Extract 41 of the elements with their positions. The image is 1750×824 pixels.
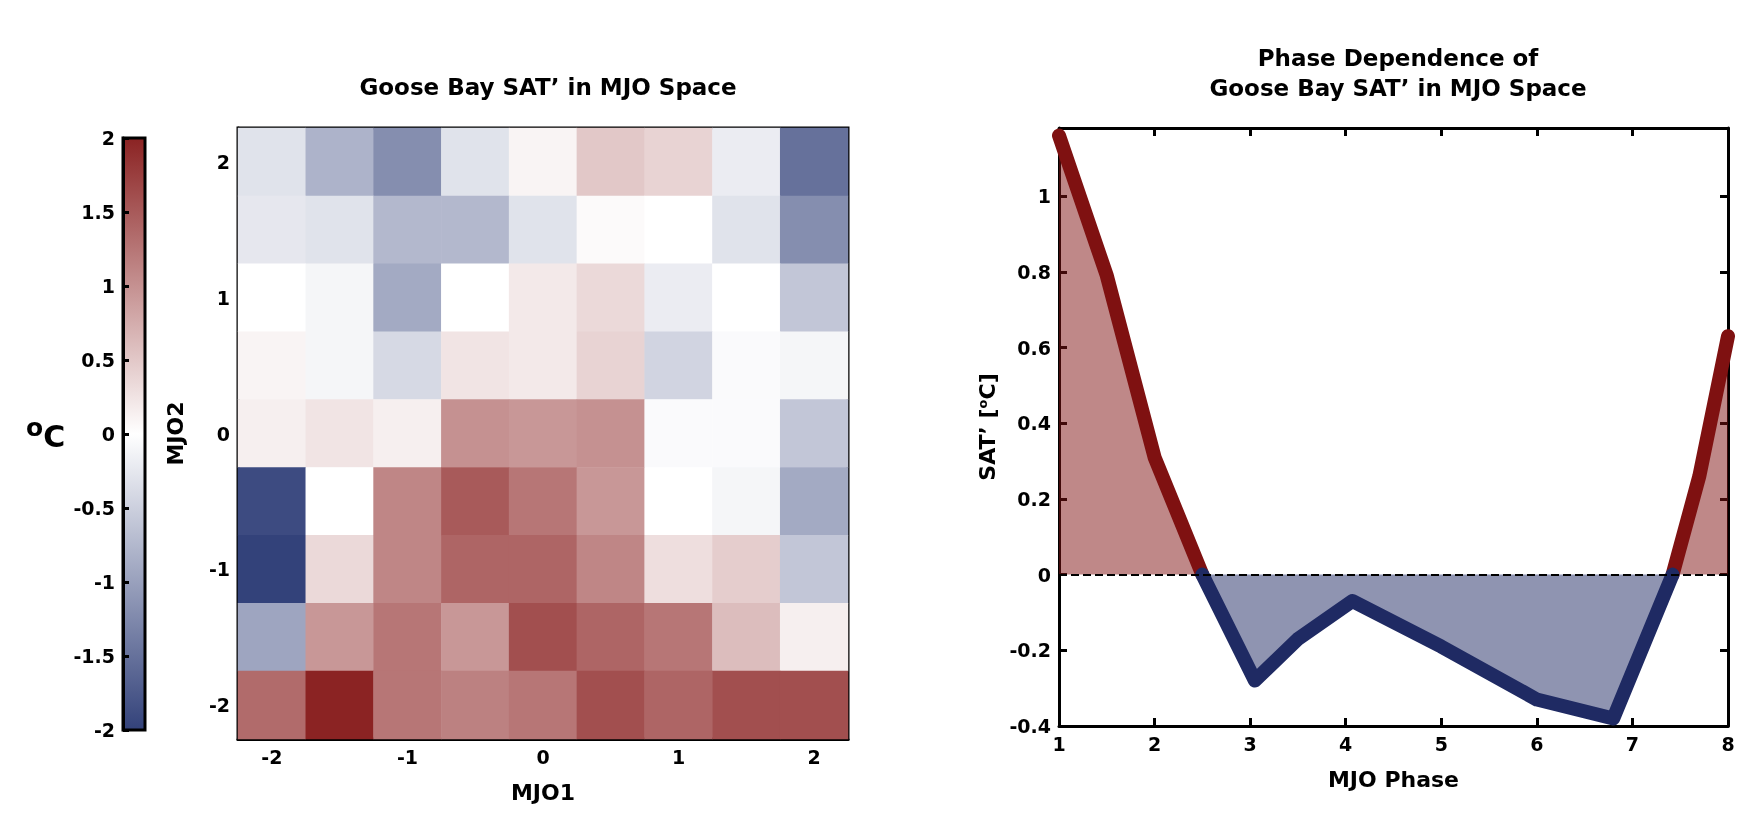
y-tick-label: 0 <box>216 422 230 445</box>
color-bar-label: -1 <box>93 571 115 593</box>
y-tick-label: 1 <box>1037 185 1051 208</box>
x-axis-title: MJO1 <box>510 779 576 805</box>
x-tick-label: 0 <box>536 745 550 768</box>
y-axis-title: MJO2 <box>162 401 188 466</box>
x-tick-label: 5 <box>1434 732 1448 755</box>
y-tick-label: 0 <box>1037 563 1051 586</box>
y-tick-label: -2 <box>208 694 230 717</box>
x-tick-label: 1 <box>1052 732 1066 755</box>
y-tick-label: -0.4 <box>1009 715 1051 737</box>
y-tick-label: 0.4 <box>1017 412 1051 435</box>
y-tick-label: 1 <box>216 286 230 309</box>
chart-title: Goose Bay SAT’ in MJO Space <box>359 73 737 100</box>
x-axis-title: MJO Phase <box>1327 766 1460 792</box>
y-tick-label: -0.2 <box>1009 639 1051 662</box>
x-tick-label: 2 <box>807 745 821 768</box>
color-bar-label: 1 <box>101 275 115 297</box>
color-bar-label: 2 <box>101 127 115 149</box>
x-tick-label: 6 <box>1530 732 1544 755</box>
color-bar-label: -0.5 <box>73 497 115 519</box>
y-tick-label: -1 <box>208 558 230 581</box>
y-tick-label: 0.8 <box>1017 260 1051 283</box>
x-tick-label: 7 <box>1625 732 1640 755</box>
x-tick-label: 4 <box>1339 732 1353 755</box>
chart-title: Phase Dependence of Goose Bay SAT’ in MJO Space <box>1209 45 1587 101</box>
x-tick-label: -1 <box>396 745 418 768</box>
color-bar-label: -1.5 <box>73 645 115 667</box>
color-bar-label: 0 <box>101 423 115 445</box>
y-tick-label: 0.2 <box>1017 487 1051 510</box>
color-bar-title: $^{o}$C <box>26 413 66 454</box>
color-bar-label: 0.5 <box>81 349 115 371</box>
x-tick-label: -2 <box>261 745 283 768</box>
x-tick-label: 3 <box>1243 732 1257 755</box>
x-tick-label: 8 <box>1721 732 1735 755</box>
x-tick-label: 2 <box>1147 732 1162 755</box>
x-tick-label: 1 <box>671 745 686 768</box>
y-tick-label: 0.6 <box>1017 336 1051 359</box>
y-tick-label: 2 <box>216 150 230 173</box>
y-axis-title: SAT’ [oC] <box>975 373 1000 481</box>
color-bar-label: 1.5 <box>81 201 115 223</box>
